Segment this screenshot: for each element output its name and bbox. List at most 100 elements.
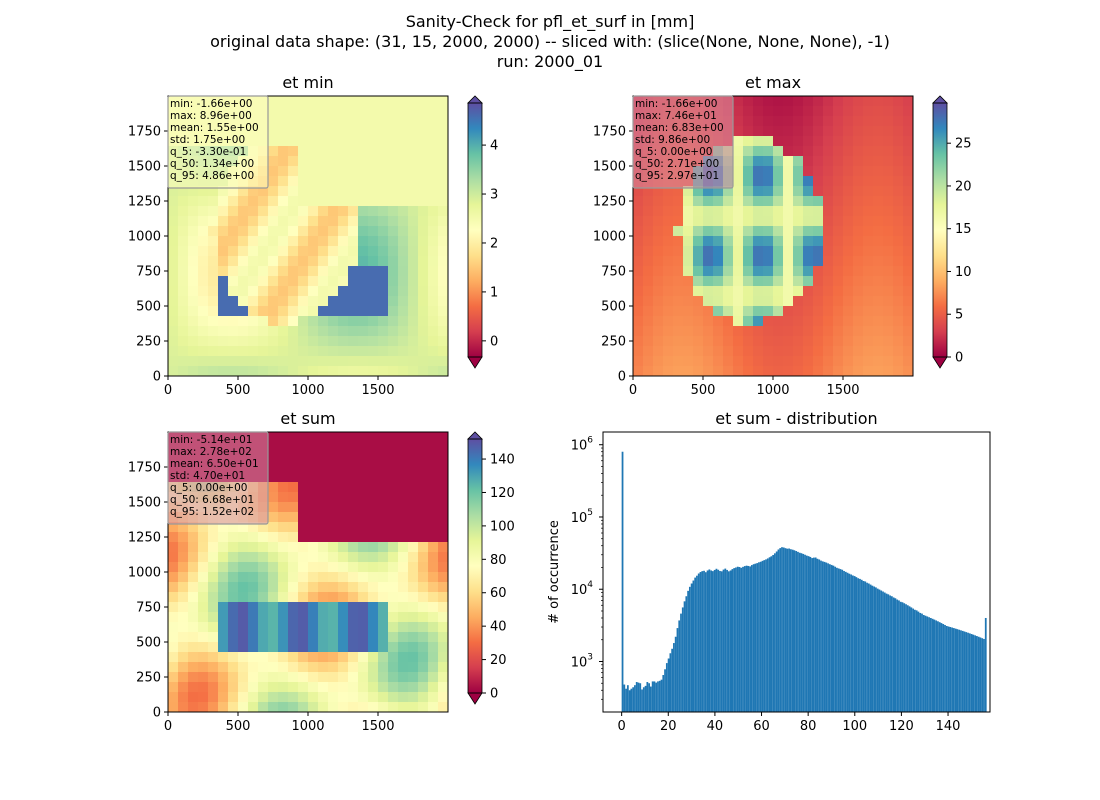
heatmap-cell xyxy=(663,296,674,307)
heatmap-cell xyxy=(388,176,399,187)
heatmap-cell xyxy=(753,216,764,227)
heatmap-cell xyxy=(308,642,319,653)
heatmap-cell xyxy=(903,236,913,247)
heatmap-cell xyxy=(298,346,309,357)
heatmap-cell xyxy=(398,96,409,107)
heatmap-cell xyxy=(358,206,369,217)
heatmap-cell xyxy=(228,326,239,337)
heatmap-cell xyxy=(198,186,209,197)
heatmap-cell xyxy=(288,236,299,247)
heatmap-cell xyxy=(418,462,429,473)
heatmap-cell xyxy=(663,366,674,376)
heatmap-cell xyxy=(653,276,664,287)
heatmap-cell xyxy=(368,126,379,137)
heatmap-cell xyxy=(228,652,239,663)
heatmap-cell xyxy=(178,532,189,543)
heatmap-cell xyxy=(633,336,644,347)
heatmap-cell xyxy=(188,316,199,327)
heatmap-cell xyxy=(398,672,409,683)
heatmap-cell xyxy=(228,256,239,267)
heatmap-cell xyxy=(733,136,744,147)
heatmap-cell xyxy=(178,316,189,327)
heatmap-cell xyxy=(408,136,419,147)
y-tick-label: 750 xyxy=(136,265,161,280)
heatmap-cell xyxy=(328,326,339,337)
heatmap-cell xyxy=(843,336,854,347)
heatmap-cell xyxy=(298,502,309,513)
heatmap-cell xyxy=(388,582,399,593)
heatmap-cell xyxy=(298,662,309,673)
heatmap-cell xyxy=(813,326,824,337)
heatmap-cell xyxy=(428,216,439,227)
heatmap-cell xyxy=(418,482,429,493)
heatmap-cell xyxy=(673,206,684,217)
heatmap-cell xyxy=(248,562,259,573)
heatmap-cell xyxy=(298,672,309,683)
hist-bar xyxy=(919,612,922,712)
heatmap-cell xyxy=(288,266,299,277)
heatmap-cell xyxy=(783,326,794,337)
heatmap-cell xyxy=(238,572,249,583)
heatmap-cell xyxy=(278,366,289,376)
heatmap-cell xyxy=(703,226,714,237)
heatmap-cell xyxy=(428,326,439,337)
heatmap-cell xyxy=(843,176,854,187)
heatmap-cell xyxy=(733,186,744,197)
heatmap-cell xyxy=(408,472,419,483)
heatmap-cell xyxy=(418,366,429,376)
heatmap-cell xyxy=(873,316,884,327)
heatmap-cell xyxy=(168,692,179,703)
heatmap-cell xyxy=(348,326,359,337)
heatmap-cell xyxy=(348,602,359,613)
heatmap-cell xyxy=(238,662,249,673)
heatmap-cell xyxy=(298,572,309,583)
heatmap-cell xyxy=(228,682,239,693)
heatmap-cell xyxy=(703,316,714,327)
heatmap-cell xyxy=(398,226,409,237)
heatmap-cell xyxy=(673,196,684,207)
hist-bar xyxy=(699,572,702,712)
heatmap-cell xyxy=(438,522,448,533)
heatmap-cell xyxy=(178,366,189,376)
hist-bar xyxy=(882,591,884,712)
heatmap-cell xyxy=(803,216,814,227)
heatmap-cell xyxy=(378,96,389,107)
heatmap-cell xyxy=(238,366,249,376)
heatmap-cell xyxy=(358,166,369,177)
heatmap-cell xyxy=(238,256,249,267)
hist-bar xyxy=(933,619,936,712)
heatmap-cell xyxy=(258,206,269,217)
heatmap-cell xyxy=(268,522,279,533)
y-tick-label: 750 xyxy=(136,601,161,616)
heatmap-cell xyxy=(893,186,904,197)
heatmap-cell xyxy=(248,196,259,207)
heatmap-cell xyxy=(763,146,774,157)
heatmap-cell xyxy=(278,206,289,217)
heatmap-cell xyxy=(258,256,269,267)
heatmap-cell xyxy=(378,552,389,563)
heatmap-cell xyxy=(388,256,399,267)
heatmap-cell xyxy=(883,96,894,107)
heatmap-cell xyxy=(318,286,329,297)
heatmap-cell xyxy=(178,572,189,583)
heatmap-cell xyxy=(318,532,329,543)
heatmap-cell xyxy=(358,256,369,267)
heatmap-cell xyxy=(178,602,189,613)
heatmap-cell xyxy=(663,276,674,287)
colorbar-2 xyxy=(468,439,482,693)
heatmap-cell xyxy=(208,286,219,297)
heatmap-cell xyxy=(228,702,239,712)
hist-bar xyxy=(719,570,721,712)
x-tick-label: 140 xyxy=(936,719,961,734)
heatmap-cell xyxy=(248,206,259,217)
heatmap-cell xyxy=(398,326,409,337)
heatmap-cell xyxy=(408,662,419,673)
hist-bar xyxy=(805,555,808,712)
heatmap-cell xyxy=(248,256,259,267)
heatmap-cell xyxy=(378,226,389,237)
heatmap-cell xyxy=(398,532,409,543)
heatmap-cell xyxy=(228,226,239,237)
heatmap-cell xyxy=(308,462,319,473)
heatmap-cell xyxy=(773,296,784,307)
heatmap-cell xyxy=(208,522,219,533)
